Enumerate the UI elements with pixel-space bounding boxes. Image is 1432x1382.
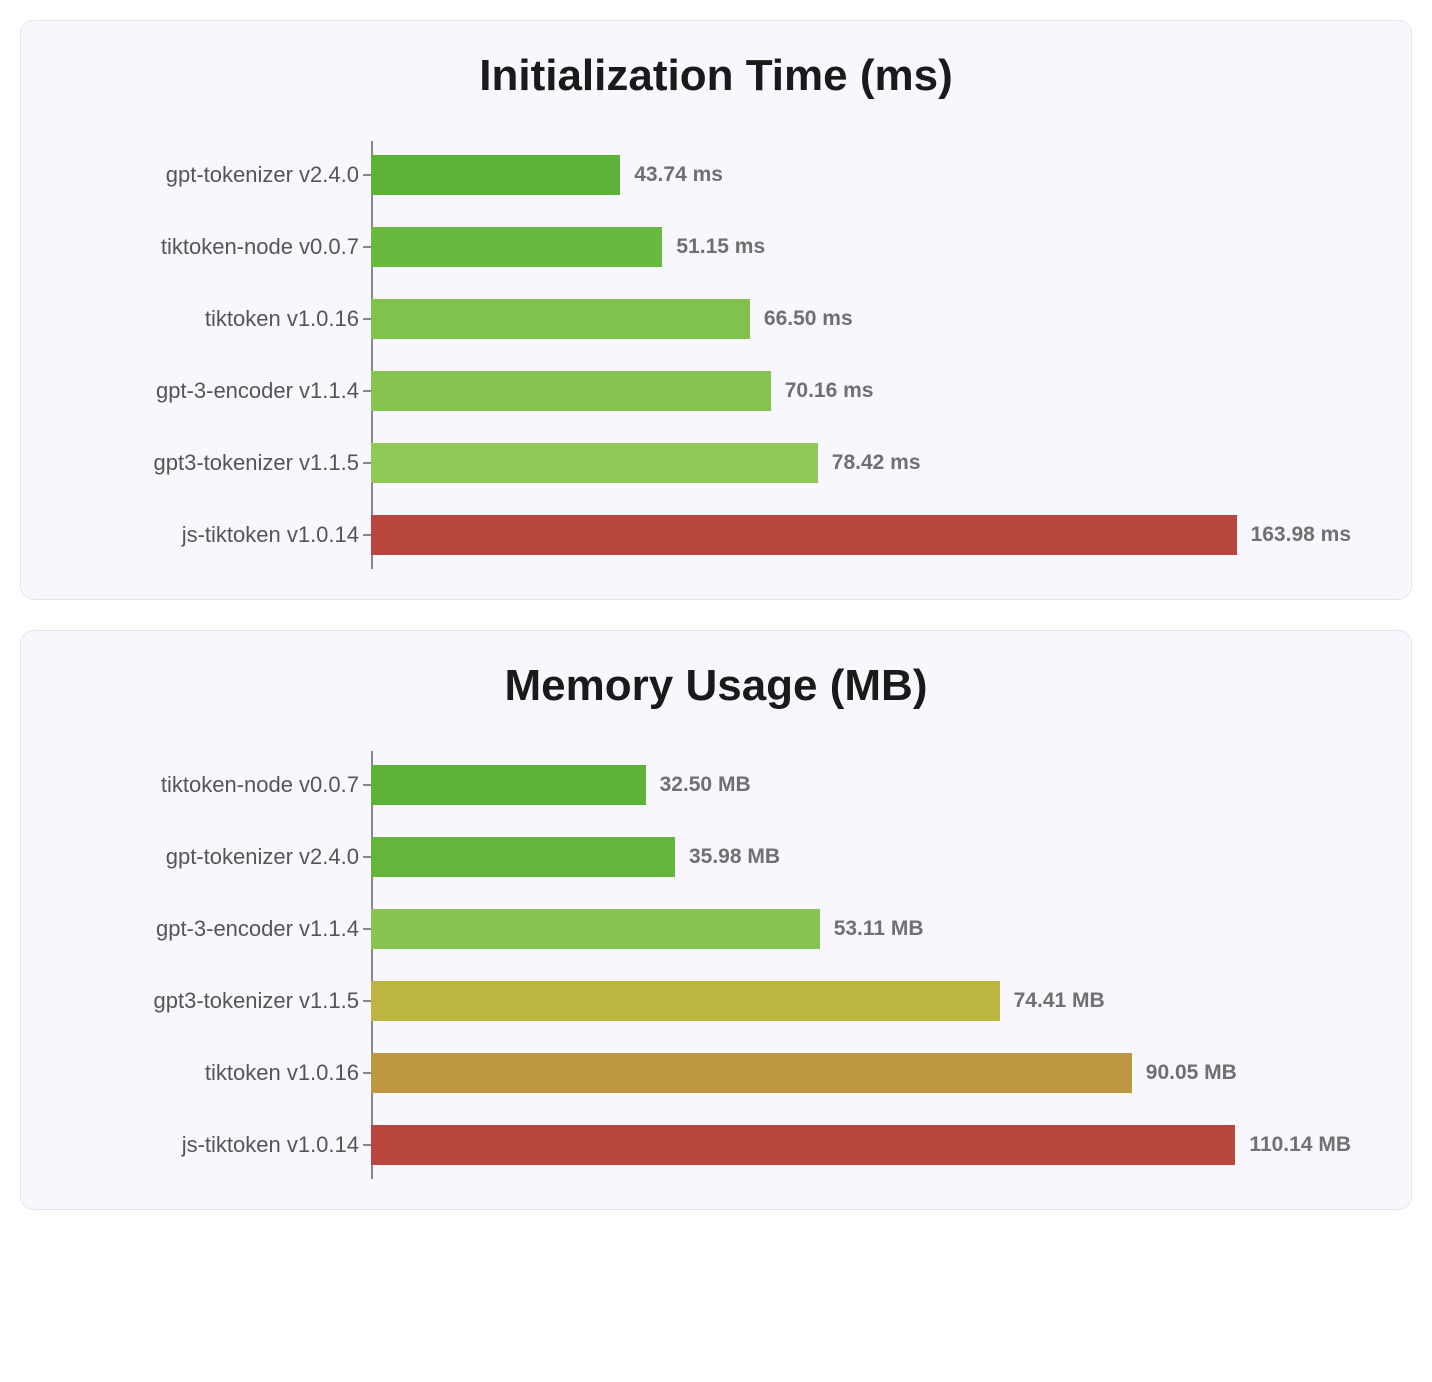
chart-panel: Memory Usage (MB) tiktoken-node v0.0.7 32.… bbox=[20, 630, 1412, 1210]
bar bbox=[371, 837, 675, 877]
value-label: 66.50 ms bbox=[764, 307, 853, 331]
bar-area: 78.42 ms bbox=[371, 439, 1351, 487]
category-label: gpt3-tokenizer v1.1.5 bbox=[61, 988, 371, 1014]
category-label: gpt-3-encoder v1.1.4 bbox=[61, 916, 371, 942]
bar-row: tiktoken v1.0.16 90.05 MB bbox=[61, 1049, 1371, 1097]
bar-row: gpt-tokenizer v2.4.0 43.74 ms bbox=[61, 151, 1371, 199]
bar-area: 35.98 MB bbox=[371, 833, 1351, 881]
category-label: gpt-tokenizer v2.4.0 bbox=[61, 844, 371, 870]
value-label: 90.05 MB bbox=[1146, 1061, 1237, 1085]
bar bbox=[371, 909, 820, 949]
bar-row: gpt3-tokenizer v1.1.5 74.41 MB bbox=[61, 977, 1371, 1025]
bar-area: 163.98 ms bbox=[371, 511, 1351, 559]
category-label: tiktoken v1.0.16 bbox=[61, 1060, 371, 1086]
bar-area: 43.74 ms bbox=[371, 151, 1351, 199]
category-label: gpt3-tokenizer v1.1.5 bbox=[61, 450, 371, 476]
value-label: 74.41 MB bbox=[1014, 989, 1105, 1013]
bar bbox=[371, 765, 646, 805]
value-label: 163.98 ms bbox=[1251, 523, 1351, 547]
chart-body: gpt-tokenizer v2.4.0 43.74 ms tiktoken-nod… bbox=[61, 151, 1371, 559]
category-label: tiktoken v1.0.16 bbox=[61, 306, 371, 332]
category-label: js-tiktoken v1.0.14 bbox=[61, 522, 371, 548]
bar bbox=[371, 371, 771, 411]
value-label: 53.11 MB bbox=[834, 917, 924, 941]
value-label: 51.15 ms bbox=[676, 235, 765, 259]
chart-title: Memory Usage (MB) bbox=[61, 661, 1371, 711]
bar-row: gpt-3-encoder v1.1.4 70.16 ms bbox=[61, 367, 1371, 415]
bar-row: gpt-3-encoder v1.1.4 53.11 MB bbox=[61, 905, 1371, 953]
bar bbox=[371, 443, 818, 483]
bar-area: 53.11 MB bbox=[371, 905, 1351, 953]
category-label: tiktoken-node v0.0.7 bbox=[61, 234, 371, 260]
category-label: gpt-3-encoder v1.1.4 bbox=[61, 378, 371, 404]
chart-title: Initialization Time (ms) bbox=[61, 51, 1371, 101]
value-label: 110.14 MB bbox=[1249, 1133, 1351, 1157]
bar bbox=[371, 299, 750, 339]
category-label: gpt-tokenizer v2.4.0 bbox=[61, 162, 371, 188]
value-label: 78.42 ms bbox=[832, 451, 921, 475]
value-label: 70.16 ms bbox=[785, 379, 874, 403]
bar-row: tiktoken-node v0.0.7 51.15 ms bbox=[61, 223, 1371, 271]
bar bbox=[371, 981, 1000, 1021]
bar-area: 110.14 MB bbox=[371, 1121, 1351, 1169]
value-label: 43.74 ms bbox=[634, 163, 723, 187]
bar bbox=[371, 515, 1237, 555]
bar-area: 66.50 ms bbox=[371, 295, 1351, 343]
bar bbox=[371, 1053, 1132, 1093]
bar-area: 32.50 MB bbox=[371, 761, 1351, 809]
bar-row: gpt3-tokenizer v1.1.5 78.42 ms bbox=[61, 439, 1371, 487]
value-label: 35.98 MB bbox=[689, 845, 780, 869]
chart-body: tiktoken-node v0.0.7 32.50 MB gpt-tokenize… bbox=[61, 761, 1371, 1169]
bar-row: tiktoken v1.0.16 66.50 ms bbox=[61, 295, 1371, 343]
bar-row: tiktoken-node v0.0.7 32.50 MB bbox=[61, 761, 1371, 809]
bar-area: 74.41 MB bbox=[371, 977, 1351, 1025]
bar-area: 90.05 MB bbox=[371, 1049, 1351, 1097]
bar-area: 51.15 ms bbox=[371, 223, 1351, 271]
bar-area: 70.16 ms bbox=[371, 367, 1351, 415]
y-axis-line bbox=[371, 141, 373, 569]
bar-row: js-tiktoken v1.0.14 163.98 ms bbox=[61, 511, 1371, 559]
bar bbox=[371, 227, 662, 267]
category-label: tiktoken-node v0.0.7 bbox=[61, 772, 371, 798]
value-label: 32.50 MB bbox=[660, 773, 751, 797]
bar-row: gpt-tokenizer v2.4.0 35.98 MB bbox=[61, 833, 1371, 881]
chart-panel: Initialization Time (ms) gpt-tokenizer v2… bbox=[20, 20, 1412, 600]
bar-row: js-tiktoken v1.0.14 110.14 MB bbox=[61, 1121, 1371, 1169]
y-axis-line bbox=[371, 751, 373, 1179]
category-label: js-tiktoken v1.0.14 bbox=[61, 1132, 371, 1158]
bar bbox=[371, 1125, 1235, 1165]
bar bbox=[371, 155, 620, 195]
